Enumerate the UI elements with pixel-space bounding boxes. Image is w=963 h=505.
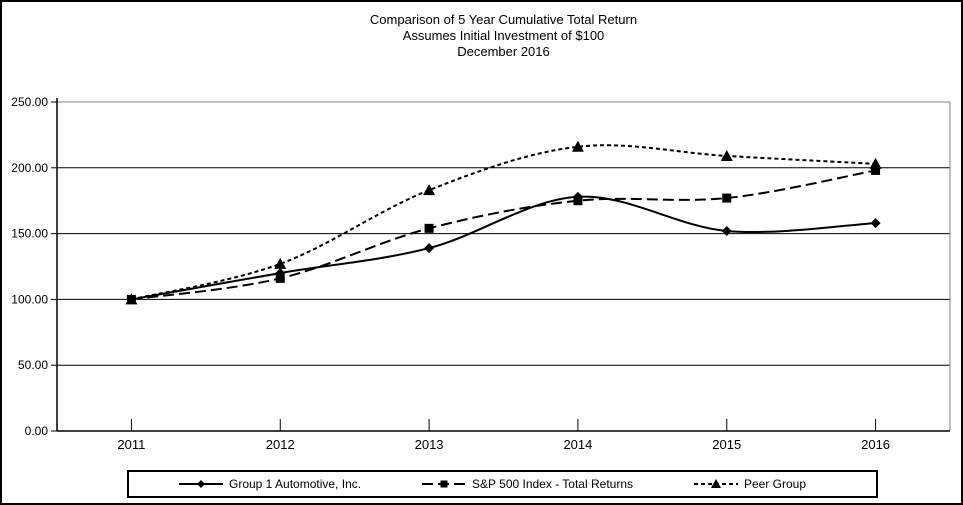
chart-title: Comparison of 5 Year Cumulative Total Re… xyxy=(57,12,950,60)
triangle-marker-icon xyxy=(423,184,436,196)
x-axis-label: 2014 xyxy=(563,437,592,452)
chart-title-line-3: December 2016 xyxy=(457,44,550,59)
square-marker-icon xyxy=(440,480,448,488)
legend-label-sp500: S&P 500 Index - Total Returns xyxy=(472,477,634,491)
square-marker-icon xyxy=(871,165,881,175)
triangle-marker-icon xyxy=(274,257,287,269)
x-axis-label: 2016 xyxy=(861,437,890,452)
square-marker-icon xyxy=(424,223,434,233)
diamond-marker-icon xyxy=(424,243,435,254)
legend-sample-group1 xyxy=(179,480,223,488)
legend-item-group1: Group 1 Automotive, Inc. xyxy=(177,477,361,491)
y-axis-label: 0.00 xyxy=(25,424,49,438)
chart-title-line-1: Comparison of 5 Year Cumulative Total Re… xyxy=(369,12,638,27)
x-axis-label: 2013 xyxy=(415,437,444,452)
y-axis-label: 100.00 xyxy=(11,292,48,306)
series-line-0 xyxy=(131,195,876,301)
diamond-marker-icon xyxy=(870,218,881,229)
square-marker-icon xyxy=(722,193,732,203)
triangle-marker-icon xyxy=(125,293,138,305)
y-axis-label: 150.00 xyxy=(11,227,48,241)
legend-label-peer: Peer Group xyxy=(743,477,806,491)
y-axis-label: 200.00 xyxy=(11,161,48,175)
legend-sample-sp500 xyxy=(422,480,467,488)
diamond-marker-icon xyxy=(721,225,732,236)
legend-label-group1: Group 1 Automotive, Inc. xyxy=(229,477,362,491)
x-axis-label: 2015 xyxy=(712,437,741,452)
x-axis-label: 2012 xyxy=(266,437,295,452)
triangle-marker-icon xyxy=(571,140,584,152)
square-marker-icon xyxy=(573,196,583,206)
triangle-marker-icon xyxy=(720,149,733,161)
legend-item-sp500: S&P 500 Index - Total Returns xyxy=(420,477,633,491)
diamond-marker-icon xyxy=(197,480,205,488)
square-marker-icon xyxy=(275,273,285,283)
triangle-marker-icon xyxy=(710,479,721,488)
chart-legend: Group 1 Automotive, Inc. S&P 500 Index -… xyxy=(127,470,878,498)
chart-title-line-2: Assumes Initial Investment of $100 xyxy=(402,28,605,43)
legend-item-peer: Peer Group xyxy=(692,477,806,491)
legend-sample-peer xyxy=(693,479,738,488)
series-line-1 xyxy=(131,169,876,301)
y-axis-label: 250.00 xyxy=(11,95,48,109)
series-line-2 xyxy=(131,144,876,301)
x-axis-label: 2011 xyxy=(117,437,145,452)
y-axis-label: 50.00 xyxy=(18,358,48,372)
triangle-marker-icon xyxy=(869,157,882,169)
